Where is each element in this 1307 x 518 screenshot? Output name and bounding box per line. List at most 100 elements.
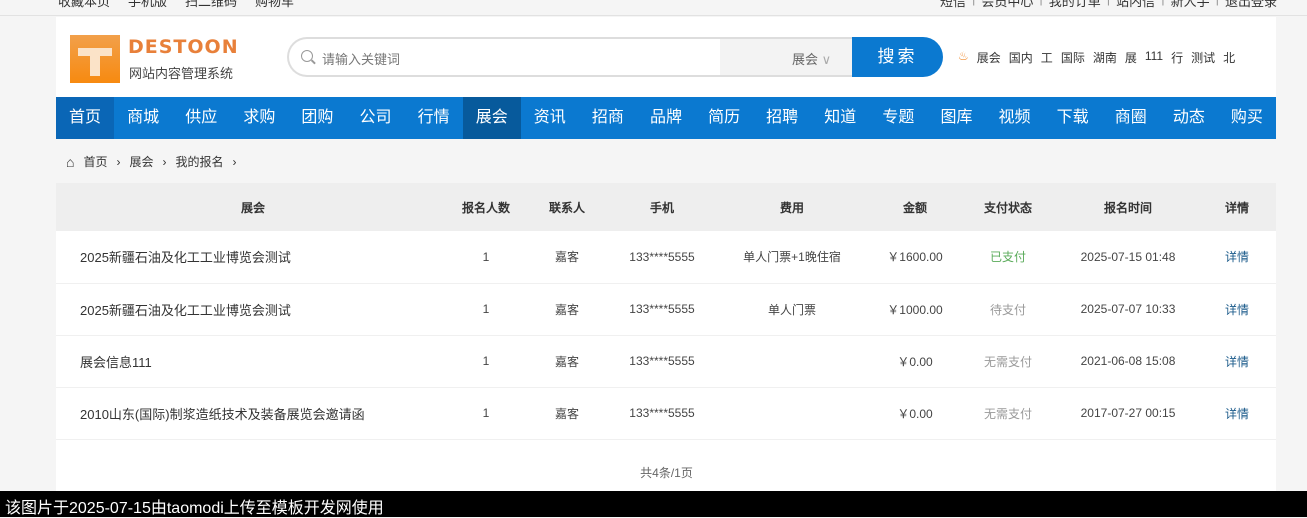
breadcrumb-expo[interactable]: 展会 [129, 155, 154, 169]
topbar-link[interactable]: 我的订单 [1048, 0, 1101, 9]
topbar-link[interactable]: 手机版 [128, 0, 168, 9]
chevron-right-icon: › [116, 154, 121, 169]
nav-item[interactable]: 商圈 [1114, 109, 1147, 126]
nav-item[interactable]: 动态 [1172, 109, 1205, 126]
home-icon: ⌂ [66, 153, 75, 170]
nav-item[interactable]: 知道 [824, 109, 857, 126]
expo-title[interactable]: 2010山东(国际)制浆造纸技术及装备展览会邀请函 [56, 387, 450, 440]
nav-item[interactable]: 首页 [56, 97, 115, 139]
column-header: 详情 [1198, 183, 1276, 231]
nav-item[interactable]: 简历 [708, 109, 741, 126]
nav-item[interactable]: 品牌 [649, 109, 682, 126]
nav-item[interactable]: 公司 [359, 109, 392, 126]
fee [712, 335, 872, 388]
register-time: 2017-07-27 00:15 [1058, 387, 1198, 440]
amount: ￥1000.00 [872, 283, 958, 336]
table-row: 展会信息111 1 嘉客 133****5555 ￥0.00 无需支付 2021-06-08… [56, 335, 1276, 388]
search-input[interactable]: 请输入关键词 [322, 52, 401, 67]
hot-word[interactable]: 国际 [1060, 51, 1085, 65]
nav-item[interactable]: 下载 [1056, 109, 1089, 126]
detail-link[interactable]: 详情 [1198, 231, 1276, 284]
amount: ￥1600.00 [872, 231, 958, 284]
topbar-link[interactable]: 扫二维码 [185, 0, 238, 9]
nav-item[interactable]: 商城 [127, 109, 160, 126]
table-row: 2010山东(国际)制浆造纸技术及装备展览会邀请函 1 嘉客 133****5555 ￥… [56, 387, 1276, 440]
topbar-link[interactable]: 新人手 [1170, 0, 1210, 9]
nav-item[interactable]: 团购 [301, 109, 334, 126]
logout-link[interactable]: 退出登录 [1224, 0, 1277, 9]
hot-words: ♨ 展会 国内 工 国际 湖南 展 111 行 测试 北 [958, 49, 1235, 66]
contact: 嘉客 [522, 387, 612, 440]
nav-item[interactable]: 视频 [998, 109, 1031, 126]
table-row: 2025新疆石油及化工工业博览会测试 1 嘉客 133****5555 单人门票+1晚住… [56, 231, 1276, 284]
nav-item[interactable]: 资讯 [533, 109, 566, 126]
mobile: 133****5555 [612, 335, 712, 388]
hot-word[interactable]: 测试 [1191, 51, 1216, 65]
pagination-info: 共4条/1页 [640, 466, 693, 480]
attendee-count: 1 [450, 387, 522, 440]
breadcrumb-home[interactable]: 首页 [83, 155, 108, 169]
logo-icon[interactable] [70, 35, 120, 83]
mobile: 133****5555 [612, 283, 712, 336]
breadcrumb: ⌂ 首页 › 展会 › 我的报名 › [66, 153, 237, 170]
chevron-right-icon: › [232, 154, 237, 169]
fee: 单人门票+1晚住宿 [712, 231, 872, 284]
nav-item[interactable]: 专题 [882, 109, 915, 126]
hot-word[interactable]: 工 [1040, 51, 1053, 65]
topbar-link[interactable]: 收藏本页 [58, 0, 111, 9]
column-header: 支付状态 [958, 183, 1058, 231]
payment-status: 待支付 [958, 283, 1058, 336]
hot-word[interactable]: 湖南 [1092, 51, 1117, 65]
detail-link[interactable]: 详情 [1198, 335, 1276, 388]
attendee-count: 1 [450, 231, 522, 284]
fire-icon: ♨ [958, 49, 969, 63]
contact: 嘉客 [522, 335, 612, 388]
hot-word[interactable]: 国内 [1008, 51, 1033, 65]
breadcrumb-current[interactable]: 我的报名 [175, 155, 224, 169]
nav-item[interactable]: 图库 [940, 109, 973, 126]
topbar-link[interactable]: 购物车 [255, 0, 295, 9]
column-header: 展会 [56, 183, 450, 231]
topbar-link[interactable]: 会员中心 [981, 0, 1034, 9]
search-box[interactable]: 请输入关键词 展会 ∨ [287, 37, 852, 77]
hot-word[interactable]: 展会 [976, 51, 1001, 65]
mobile: 133****5555 [612, 387, 712, 440]
registration-list: 展会 报名人数 联系人 手机 费用 金额 支付状态 报名时间 详情 2025新疆石油及化工工业博… [56, 183, 1276, 491]
hot-word[interactable]: 北 [1223, 51, 1236, 65]
fee: 单人门票 [712, 283, 872, 336]
contact: 嘉客 [522, 231, 612, 284]
fee [712, 387, 872, 440]
detail-link[interactable]: 详情 [1198, 387, 1276, 440]
search-button[interactable]: 搜索 [852, 37, 943, 77]
nav-item[interactable]: 招商 [591, 109, 624, 126]
nav-item[interactable]: 求购 [243, 109, 276, 126]
logo-text[interactable]: DESTOON [128, 36, 239, 58]
column-header: 联系人 [522, 183, 612, 231]
search-module-label: 展会 [792, 52, 819, 67]
column-header: 金额 [872, 183, 958, 231]
register-time: 2021-06-08 15:08 [1058, 335, 1198, 388]
register-time: 2025-07-07 10:33 [1058, 283, 1198, 336]
hot-word[interactable]: 行 [1171, 51, 1184, 65]
column-header: 手机 [612, 183, 712, 231]
hot-word[interactable]: 展 [1124, 51, 1137, 65]
search-module-select[interactable]: 展会 ∨ [720, 39, 852, 75]
expo-title[interactable]: 2025新疆石油及化工工业博览会测试 [56, 231, 450, 284]
top-bar: 收藏本页 手机版 扫二维码 购物车 短信| 会员中心| 我的订单| 站内信| 新… [0, 0, 1307, 16]
nav-item[interactable]: 购买 [1230, 109, 1263, 126]
nav-item[interactable]: 行情 [417, 109, 450, 126]
detail-link[interactable]: 详情 [1198, 283, 1276, 336]
nav-item[interactable]: 招聘 [766, 109, 799, 126]
hot-word[interactable]: 111 [1144, 49, 1164, 63]
contact: 嘉客 [522, 283, 612, 336]
expo-title[interactable]: 2025新疆石油及化工工业博览会测试 [56, 283, 450, 336]
topbar-link[interactable]: 短信 [939, 0, 966, 9]
register-time: 2025-07-15 01:48 [1058, 231, 1198, 284]
registration-table: 展会 报名人数 联系人 手机 费用 金额 支付状态 报名时间 详情 2025新疆石油及化工工业博… [56, 183, 1276, 440]
expo-title[interactable]: 展会信息111 [56, 335, 450, 388]
nav-item[interactable]: 展会 [462, 97, 521, 139]
amount: ￥0.00 [872, 335, 958, 388]
nav-item[interactable]: 供应 [185, 109, 218, 126]
topbar-link[interactable]: 站内信 [1116, 0, 1156, 9]
attendee-count: 1 [450, 283, 522, 336]
